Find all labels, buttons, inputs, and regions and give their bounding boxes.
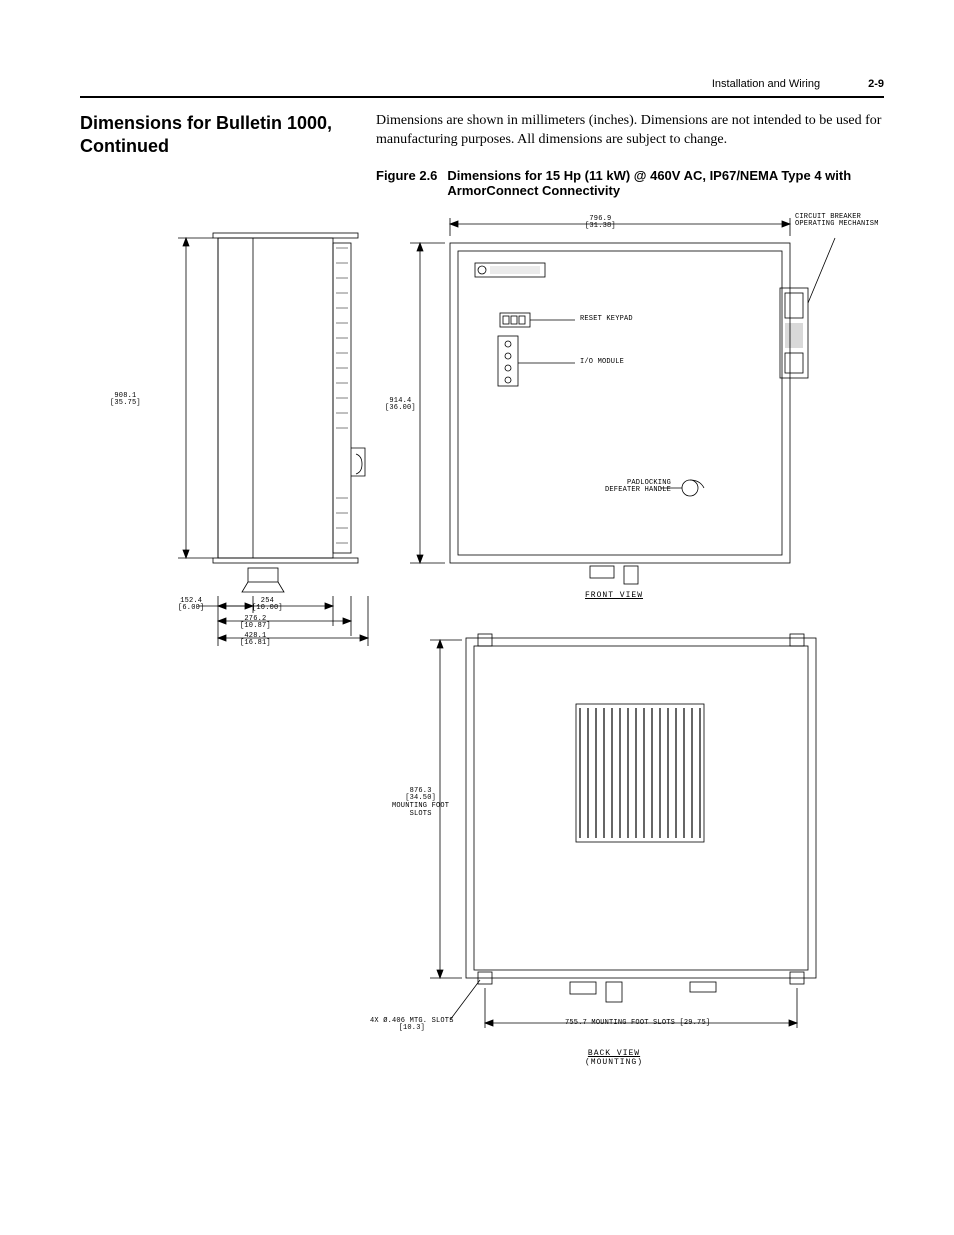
back-view-label: BACK VIEW (MOUNTING) [585,1050,643,1068]
dim-value: 755.7 [565,1019,587,1027]
dim-front-width: 796.9 [31.38] [585,216,616,231]
page: Installation and Wiring 2-9 Dimensions f… [0,0,954,1235]
dim-value-in: [35.75] [110,399,141,407]
view-label-text: BACK VIEW [588,1049,640,1058]
back-view-drawing [380,628,880,1068]
body-paragraph: Dimensions are shown in millimeters (inc… [376,112,884,150]
callout-breaker: CIRCUIT BREAKER OPERATING MECHANISM [795,214,879,229]
figure-number: Figure 2.6 [376,168,437,198]
dim-back-height: 876.3 [34.50] MOUNTING FOOT SLOTS [392,788,449,819]
running-header: Installation and Wiring 2-9 [80,78,884,96]
dim-front-height: 914.4 [36.00] [385,398,416,413]
dim-back-width: 755.7 MOUNTING FOOT SLOTS [29.75] [565,1020,710,1028]
figure-caption: Figure 2.6 Dimensions for 15 Hp (11 kW) … [376,168,884,198]
header-rule [80,96,884,98]
view-label-sub: (MOUNTING) [585,1058,643,1067]
dim-side-depth-inner: 152.4 [6.00] [178,598,204,613]
header-section: Installation and Wiring [712,78,820,90]
dim-side-depth-2: 276.2 [10.87] [240,616,271,631]
callout-io: I/O MODULE [580,359,624,367]
dim-value-in: [10.3] [399,1024,425,1032]
callout-padlock: PADLOCKING DEFEATER HANDLE [605,480,671,495]
view-label-text: FRONT VIEW [585,591,643,600]
dim-value-in: [10.87] [240,622,271,630]
side-view-drawing [98,218,378,648]
dim-note: MOUNTING FOOT SLOTS [392,802,449,818]
right-column: Dimensions are shown in millimeters (inc… [376,112,884,208]
dim-value-in: [29.75] [679,1019,710,1027]
dim-value-in: [10.00] [252,604,283,612]
callout-mtg-slots: 4X Ø.406 MTG. SLOTS [10.3] [370,1018,454,1033]
figure-title: Dimensions for 15 Hp (11 kW) @ 460V AC, … [447,168,884,198]
left-heading: Dimensions for Bulletin 1000, Continued [80,112,340,157]
dim-side-depth-outer: 254 [10.00] [252,598,283,613]
content-columns: Dimensions for Bulletin 1000, Continued … [80,112,884,208]
header-page-number: 2-9 [868,78,884,90]
dim-side-depth-3: 428.1 [16.81] [240,633,271,648]
dim-value-in: [31.38] [585,222,616,230]
technical-diagram: 908.1 [35.75] 152.4 [6.00] 254 [10.00] 2… [80,208,884,1088]
front-view-label: FRONT VIEW [585,592,643,601]
dim-side-height: 908.1 [35.75] [110,393,141,408]
dim-value-in: [16.81] [240,639,271,647]
dim-value-in: [6.00] [178,604,204,612]
dim-value-in: [36.00] [385,404,416,412]
front-view-drawing [380,208,880,608]
dim-note: MOUNTING FOOT SLOTS [591,1019,675,1027]
callout-keypad: RESET KEYPAD [580,316,633,324]
